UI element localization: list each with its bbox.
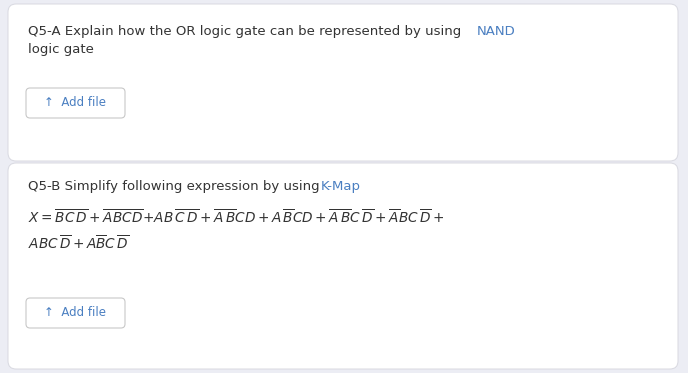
Text: K-Map: K-Map	[321, 180, 361, 193]
Text: Q5-A Explain how the OR logic gate can be represented by using: Q5-A Explain how the OR logic gate can b…	[28, 25, 466, 38]
Text: NAND: NAND	[477, 25, 516, 38]
Text: Q5-B Simplify following expression by using: Q5-B Simplify following expression by us…	[28, 180, 324, 193]
Text: ↑  Add file: ↑ Add file	[45, 97, 107, 110]
FancyBboxPatch shape	[8, 163, 678, 369]
FancyBboxPatch shape	[8, 4, 678, 161]
FancyBboxPatch shape	[26, 298, 125, 328]
Text: $\mathit{ABC}\,\overline{\mathit{D}} + \mathit{A}\overline{\mathit{B}}\mathit{C}: $\mathit{ABC}\,\overline{\mathit{D}} + \…	[28, 234, 129, 252]
FancyBboxPatch shape	[26, 88, 125, 118]
Text: logic gate: logic gate	[28, 43, 94, 56]
Text: $\mathit{X} = \overline{\mathit{BC}}\,\overline{\mathit{D}} + \overline{\mathit{: $\mathit{X} = \overline{\mathit{BC}}\,\o…	[28, 208, 444, 226]
Text: ↑  Add file: ↑ Add file	[45, 307, 107, 320]
